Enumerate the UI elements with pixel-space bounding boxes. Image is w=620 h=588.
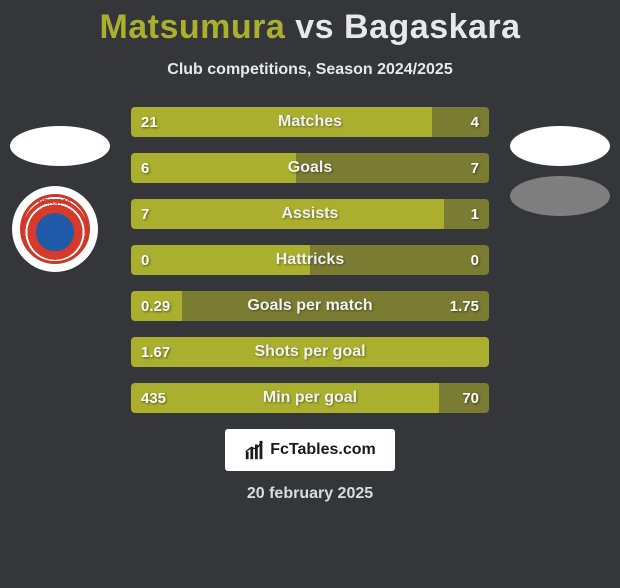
stat-value-right: 1.75 — [450, 291, 479, 321]
stat-row: Goals per match0.291.75 — [131, 291, 489, 321]
footer-date: 20 february 2025 — [0, 485, 620, 503]
club-logo-inner — [20, 194, 90, 264]
stat-value-right: 70 — [462, 383, 479, 413]
player1-name: Matsumura — [99, 8, 285, 46]
stats-bars: Matches214Goals67Assists71Hattricks00Goa… — [131, 107, 489, 413]
stat-value-left: 1.67 — [141, 337, 170, 367]
vs-text: vs — [295, 8, 334, 46]
stat-value-right: 0 — [471, 245, 479, 275]
stat-value-left: 7 — [141, 199, 149, 229]
stat-bar-left — [131, 199, 444, 229]
team-badge-right-1 — [510, 126, 610, 166]
chart-icon — [244, 439, 266, 461]
stat-bar-left — [131, 337, 489, 367]
stat-row: Min per goal43570 — [131, 383, 489, 413]
stat-value-left: 0.29 — [141, 291, 170, 321]
stat-bar-right — [444, 199, 489, 229]
footer-brand-text: FcTables.com — [270, 441, 376, 459]
stat-value-right: 4 — [471, 107, 479, 137]
stat-row: Assists71 — [131, 199, 489, 229]
stat-value-left: 6 — [141, 153, 149, 183]
stat-bar-right — [182, 291, 489, 321]
stat-row: Goals67 — [131, 153, 489, 183]
stat-value-left: 0 — [141, 245, 149, 275]
club-logo-left — [12, 186, 98, 272]
stat-value-left: 435 — [141, 383, 166, 413]
player2-name: Bagaskara — [344, 8, 521, 46]
footer-brand: FcTables.com — [225, 429, 395, 471]
stat-bar-left — [131, 153, 296, 183]
stat-row: Hattricks00 — [131, 245, 489, 275]
stat-bar-left — [131, 245, 310, 275]
stat-bar-right — [310, 245, 489, 275]
stat-value-left: 21 — [141, 107, 158, 137]
comparison-title: Matsumura vs Bagaskara — [0, 8, 620, 47]
stat-row: Shots per goal1.67 — [131, 337, 489, 367]
stat-value-right: 7 — [471, 153, 479, 183]
stat-row: Matches214 — [131, 107, 489, 137]
team-badge-right-2 — [510, 176, 610, 216]
stat-bar-right — [432, 107, 489, 137]
stat-bar-right — [296, 153, 489, 183]
team-badge-left-1 — [10, 126, 110, 166]
stat-value-right: 1 — [471, 199, 479, 229]
subtitle: Club competitions, Season 2024/2025 — [0, 61, 620, 79]
stat-bar-left — [131, 383, 439, 413]
stat-bar-left — [131, 107, 432, 137]
